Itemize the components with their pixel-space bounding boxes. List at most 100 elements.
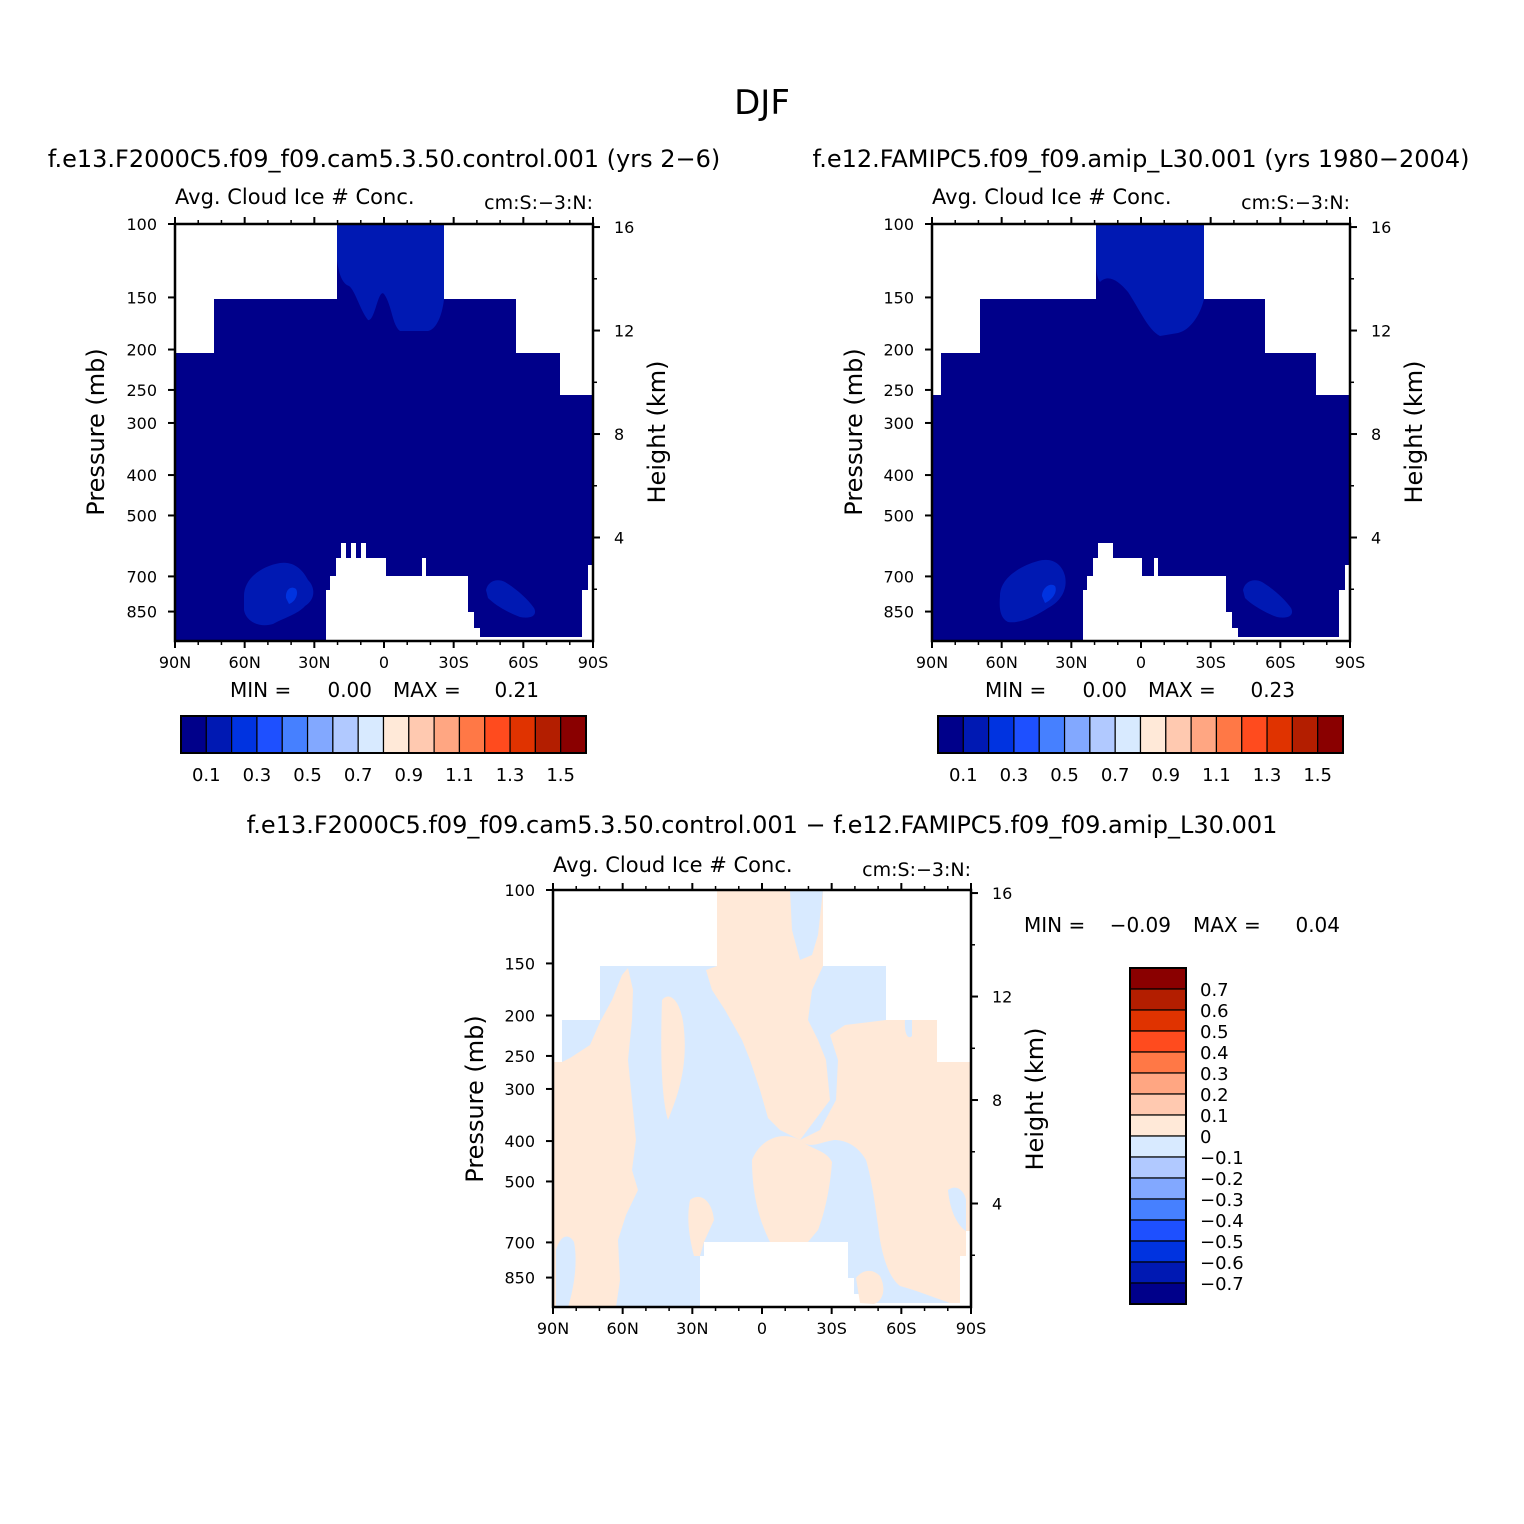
panel-diff-y2tick-label: 8	[992, 1091, 1002, 1110]
panel-control: Avg. Cloud Ice # Conc. cm:S:−3:N: 90N 60N…	[82, 185, 671, 786]
panel-control-min-value: 0.00	[327, 678, 372, 702]
panel-control-field-left-core	[285, 587, 298, 604]
panel-amip-y2label: Height (km)	[1400, 361, 1428, 504]
panel-diff-field-peach-right	[800, 1020, 971, 1303]
panel-diff-field-peach-mid-left	[661, 996, 685, 1120]
panel-diff-field-upper-white-left	[553, 890, 717, 966]
panel-amip-max-value: 0.23	[1250, 678, 1295, 702]
panel-diff-colorbar-label: −0.7	[1200, 1274, 1244, 1295]
panel-control-axes: 90N 60N 30N 0 30S 60S 90S 100 150 200 250 300 400 500…	[126, 215, 634, 672]
panel-diff-ytick-label: 700	[504, 1233, 535, 1252]
panel-control-ytick-label: 850	[126, 603, 157, 622]
panel-control-xtick-label: 90S	[578, 653, 609, 672]
panel-control-ytick-label: 150	[126, 288, 157, 307]
panel-diff-colorbar-label: 0.3	[1200, 1064, 1229, 1085]
panel-diff-colorbar-box	[1129, 1219, 1187, 1242]
panel-control-colorbar-box	[408, 715, 435, 754]
panel-control-colorbar-box	[281, 715, 309, 754]
panel-amip-left-title: Avg. Cloud Ice # Conc.	[932, 185, 1172, 209]
panel-amip-colorbar-label: 0.3	[1000, 765, 1029, 786]
panel-diff-colorbar-box	[1129, 1030, 1187, 1053]
panel-amip-ytick-label: 300	[883, 414, 914, 433]
panel-amip-colorbar-box	[1089, 715, 1116, 754]
panel-diff-xtick-label: 90S	[956, 1319, 987, 1338]
panel-diff-field-blue-right-top	[904, 1020, 912, 1038]
panel-diff-colorbar-box	[1129, 1177, 1187, 1200]
panel-control-y2label: Height (km)	[643, 361, 671, 504]
panel-amip-colorbar-box	[1013, 715, 1040, 754]
panel-control-ytick-label: 200	[126, 341, 157, 360]
panel-control-xtick-label: 60N	[229, 653, 261, 672]
panel-control-colorbar-frame	[180, 715, 587, 754]
panel-control-colorbar-label: 0.1	[192, 765, 221, 786]
panel-diff-field-upper-white-right	[823, 890, 971, 966]
panel-amip-colorbar-label: 1.3	[1253, 765, 1282, 786]
panel-amip-colorbar: 0.1 0.3 0.5 0.7 0.9 1.1 1.3 1.5	[937, 715, 1344, 786]
panel-control-colorbar-box	[357, 715, 385, 754]
panel-diff-max-label: MAX =	[1193, 913, 1261, 937]
panel-diff-colorbar-label: 0	[1200, 1127, 1211, 1148]
panel-control-ytick-label: 300	[126, 414, 157, 433]
panel-diff-colorbar-box	[1129, 1261, 1187, 1284]
panel-diff-ylabel: Pressure (mb)	[461, 1015, 489, 1182]
panel-control-colorbar-box	[180, 715, 207, 754]
panel-control-max-label: MAX =	[393, 678, 461, 702]
panel-diff-y2tick-label: 12	[992, 988, 1012, 1007]
panel-control-colorbar-label: 1.1	[445, 765, 474, 786]
panel-amip-y2tick-label: 4	[1371, 529, 1381, 548]
panel-amip-colorbar-box	[988, 715, 1015, 754]
panel-amip-colorbar-box	[937, 715, 964, 754]
panel-control-colorbar-label: 0.5	[293, 765, 322, 786]
panel-diff-colorbar-box	[1129, 1051, 1187, 1074]
panel-amip-ytick-label: 100	[883, 215, 914, 234]
panel-diff-colorbar-box	[1129, 1009, 1187, 1032]
panel-control-colorbar-label: 0.3	[243, 765, 272, 786]
panel-amip-colorbar-box	[1241, 715, 1268, 754]
panel-diff-colorbar-label: 0.4	[1200, 1043, 1229, 1064]
panel-diff-xtick-label: 30N	[676, 1319, 708, 1338]
panel-diff-axes: 90N 60N 30N 0 30S 60S 90S 100 150 200 250 300 400 500…	[504, 881, 1012, 1338]
panel-diff-ytick-label: 100	[504, 881, 535, 900]
panel-amip-colorbar-box	[1215, 715, 1243, 754]
panel-control-colorbar-box	[382, 715, 410, 754]
panel-control-min-label: MIN =	[230, 678, 291, 702]
panel-amip-colorbar-box	[1190, 715, 1218, 754]
panel-amip-y2tick-label: 16	[1371, 218, 1391, 237]
panel-amip-ytick-label: 700	[883, 567, 914, 586]
panel-control-ytick-label: 250	[126, 381, 157, 400]
panel-amip-xtick-label: 30S	[1195, 653, 1226, 672]
panel-diff-colorbar-label: −0.6	[1200, 1253, 1244, 1274]
panel-diff-y2label: Height (km)	[1021, 1028, 1049, 1171]
panel-diff-colorbar-label: −0.2	[1200, 1169, 1244, 1190]
panel-diff-colorbar-box	[1129, 967, 1187, 990]
panel-control-ytick-label: 100	[126, 215, 157, 234]
panel-amip-xtick-label: 0	[1136, 653, 1146, 672]
panel-diff-field-peach-far-right	[856, 1270, 884, 1304]
panel-amip-colorbar-label: 0.7	[1101, 765, 1130, 786]
panel-control-field-upper-blob	[337, 224, 444, 331]
panel-diff-colorbar-box	[1129, 1240, 1187, 1263]
panel-control-max-value: 0.21	[494, 678, 539, 702]
panel-control-y2tick-label: 16	[614, 218, 634, 237]
panel-diff-colorbar-label: 0.6	[1200, 1001, 1229, 1022]
panel-amip-xtick-label: 90S	[1335, 653, 1366, 672]
panel-diff-ytick-label: 200	[504, 1007, 535, 1026]
panel-amip-field-right-blob	[1243, 580, 1293, 618]
panel-diff-colorbar-box	[1129, 1093, 1187, 1116]
panel-amip-field-upper-blob	[1096, 224, 1204, 336]
panel-diff-colorbar-box	[1129, 1114, 1187, 1137]
panel-diff-colorbar-box	[1129, 1282, 1187, 1305]
panel-diff-field-light-blue	[553, 890, 971, 1307]
panel-diff-xtick-label: 90N	[537, 1319, 569, 1338]
panel-diff-field-peach-center	[752, 1136, 832, 1242]
panel-diff-colorbar-label: 0.2	[1200, 1085, 1229, 1106]
panel-diff-left-title: Avg. Cloud Ice # Conc.	[553, 853, 793, 877]
panel-amip-colorbar-box	[1139, 715, 1167, 754]
panel-amip-ytick-label: 200	[883, 341, 914, 360]
panel-control-colorbar-label: 0.7	[344, 765, 373, 786]
panel-amip-min-label: MIN =	[985, 678, 1046, 702]
panel-control-left-title: Avg. Cloud Ice # Conc.	[175, 185, 415, 209]
panel-amip-ytick-label: 850	[883, 603, 914, 622]
panel-amip-max-label: MAX =	[1148, 678, 1216, 702]
panel-control-xtick-label: 60S	[508, 653, 539, 672]
